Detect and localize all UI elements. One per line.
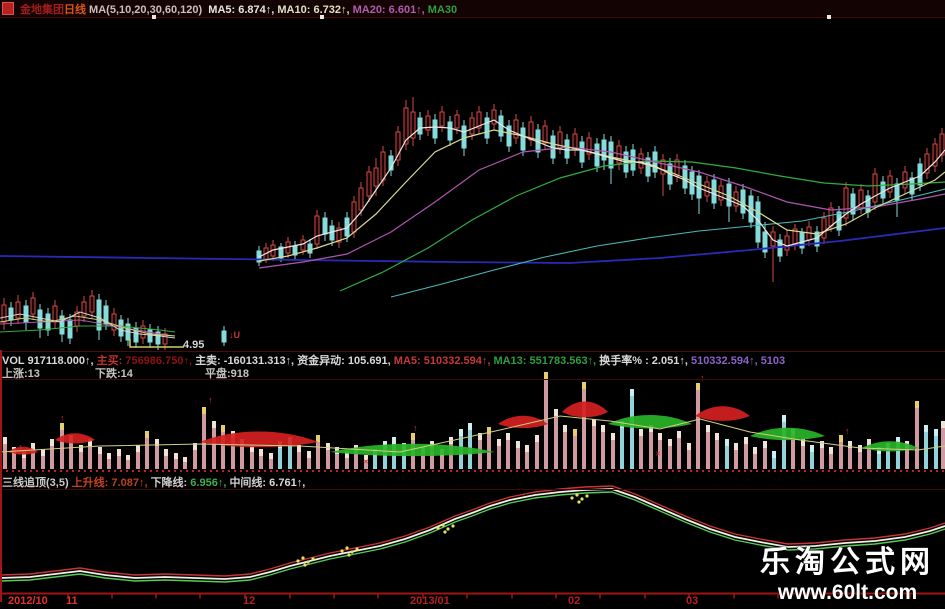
buy-signal-arrow: ↑ — [18, 442, 23, 452]
vol-ma5-readout: MA5: 510332.594↑, — [393, 355, 494, 367]
header-marker-dot — [152, 15, 156, 19]
ma20-readout: MA20: 6.601↑, — [352, 3, 428, 16]
axis-label: 03 — [686, 595, 699, 607]
ma30-readout: MA30 — [427, 3, 458, 16]
ma5-readout: MA5: 6.874↑, — [208, 3, 278, 16]
indicator-name: 三线追顶(3,5) — [2, 477, 72, 489]
vol-ma13-readout: MA13: 551783.563↑, — [493, 355, 600, 367]
signal-cross-mark: ✕ — [655, 451, 661, 458]
axis-label: 02 — [568, 595, 581, 607]
app-icon[interactable] — [2, 2, 14, 15]
ma-params: MA(5,10,20,30,60,120) — [86, 3, 209, 16]
pane-separators — [0, 17, 945, 602]
indicator-header: 三线追顶(3,5) 上升线: 7.087↑, 下降线: 6.956↑, 中间线:… — [2, 474, 943, 490]
axis-label: 2013/01 — [410, 595, 450, 607]
volume-pane[interactable]: ↑ ↑ ↑ ↑ ↑ ↑ ✕ ✕ — [0, 372, 945, 469]
main-buy-value: 756986.750↑, — [125, 355, 196, 367]
gap-candle-mark: ↓U — [229, 330, 240, 340]
rise-line-label: 上升线: — [71, 477, 112, 489]
main-buy-label: 主买: — [96, 355, 126, 367]
header-bar: 金地集团日线 MA(5,10,20,30,60,120) MA5: 6.874↑… — [0, 0, 945, 17]
axis-label: 2012/10 — [8, 595, 48, 607]
decliners-count: 下跌:14 — [95, 368, 133, 380]
vol-extra-readout: 510332.594↑, — [690, 355, 761, 367]
header-readouts: 金地集团日线 MA(5,10,20,30,60,120) MA5: 6.874↑… — [20, 1, 457, 17]
vol-readout: VOL 917118.000↑, — [2, 355, 97, 367]
watermark-url: www.60lt.com — [777, 581, 918, 604]
ma10-readout: MA10: 6.732↑, — [277, 3, 353, 16]
main-sell-readout: 主卖: -160131.313↑, — [195, 355, 298, 367]
indicator-pane[interactable] — [0, 485, 945, 583]
main-candlestick-pane[interactable] — [0, 97, 945, 350]
stock-name: 金地集团 — [20, 3, 64, 16]
axis-label: 12 — [243, 595, 256, 607]
watermark-site-name: 乐淘公式网 — [760, 546, 935, 579]
buy-signal-arrow: ↑ — [700, 373, 705, 383]
watermark: 乐淘公式网 www.60lt.com — [760, 537, 935, 605]
buy-signal-arrow: ↑ — [413, 423, 418, 433]
axis-label: 11 — [66, 595, 78, 607]
header-marker-dot — [827, 15, 831, 19]
buy-signal-arrow: ↑ — [60, 413, 65, 423]
buy-signal-arrow: ↑ — [208, 395, 213, 405]
mid-line-value: 6.761↑, — [269, 477, 306, 489]
rise-line-value: 7.087↑, — [111, 477, 151, 489]
advancers-count: 上涨:13 — [2, 368, 40, 380]
fund-flow-readout: 资金异动: 105.691, — [297, 355, 394, 367]
date-axis — [0, 592, 945, 599]
mid-line-label: 中间线: — [229, 477, 270, 489]
fall-line-value: 6.956↑, — [190, 477, 230, 489]
fall-line-label: 下降线: — [150, 477, 191, 489]
buy-signal-arrow: ↑ — [845, 426, 850, 436]
turnover-readout: 换手率% : 2.051↑, — [599, 355, 691, 367]
volume-info-line: VOL 917118.000↑, 主买: 756986.750↑, 主卖: -1… — [2, 352, 943, 368]
signal-cross-mark: ✕ — [363, 459, 369, 466]
unchanged-count: 平盘:918 — [205, 368, 250, 380]
period-label: 日线 — [64, 3, 86, 16]
header-marker-dot — [320, 15, 324, 19]
vol-extra2-readout: 5103 — [760, 355, 786, 367]
low-price-annotation: 4.95 — [183, 339, 205, 351]
